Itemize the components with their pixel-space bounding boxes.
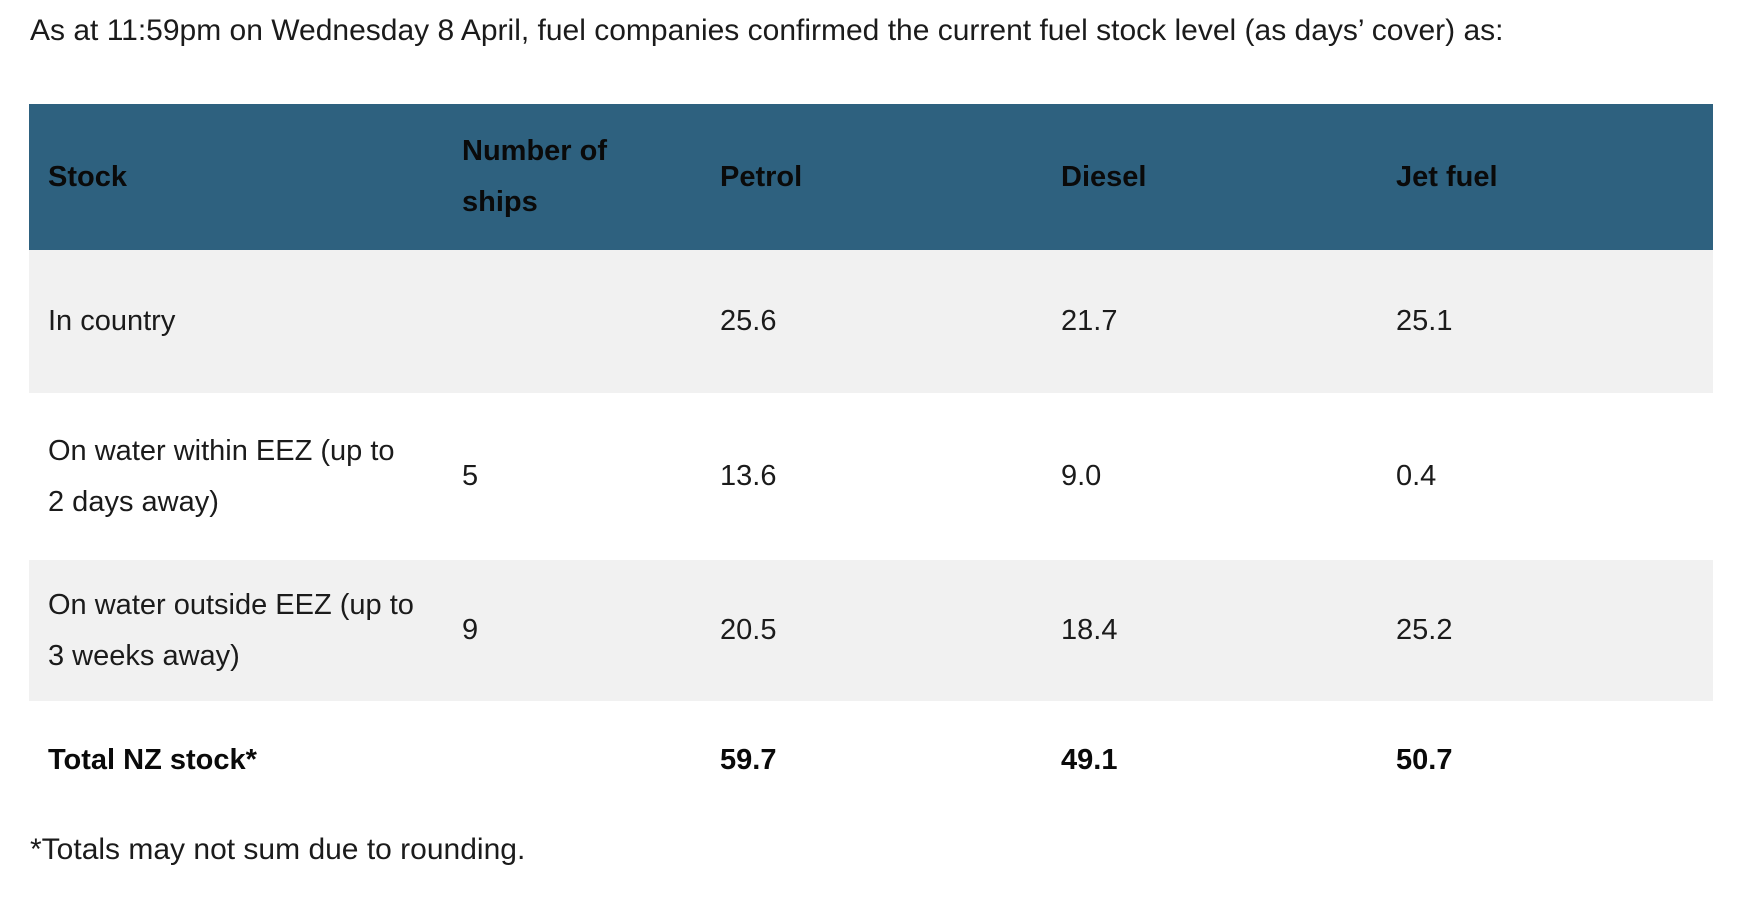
cell-jet-fuel: 25.2 <box>1377 560 1713 701</box>
cell-stock-label: On water outside EEZ (up to 3 weeks away… <box>29 560 443 701</box>
cell-jet-fuel: 25.1 <box>1377 250 1713 393</box>
column-header-petrol: Petrol <box>701 104 1042 250</box>
cell-petrol: 59.7 <box>720 744 777 777</box>
cell-stock-label: Total NZ stock* <box>48 744 257 777</box>
cell-stock-label: On water within EEZ (up to 2 days away) <box>48 434 395 518</box>
cell-ships <box>443 701 701 820</box>
cell-diesel: 49.1 <box>1061 744 1118 777</box>
column-header-stock: Stock <box>29 104 443 250</box>
cell-ships <box>443 250 701 393</box>
cell-ships: 5 <box>462 460 479 493</box>
table-header-row: Stock Number of ships Petrol Diesel Jet … <box>29 104 1713 250</box>
cell-diesel: 9.0 <box>1061 460 1102 493</box>
cell-ships: 9 <box>443 560 701 701</box>
intro-text: As at 11:59pm on Wednesday 8 April, fuel… <box>30 14 1504 47</box>
cell-jet-fuel: 0.4 <box>1396 460 1437 493</box>
column-header-ships: Number of ships <box>443 104 701 250</box>
column-header-diesel: Diesel <box>1042 104 1377 250</box>
table-row-within-eez: On water within EEZ (up to 2 days away) … <box>29 393 1713 560</box>
page: As at 11:59pm on Wednesday 8 April, fuel… <box>0 10 1760 902</box>
table-row-outside-eez: On water outside EEZ (up to 3 weeks away… <box>29 560 1713 701</box>
column-header-jet-fuel: Jet fuel <box>1377 104 1713 250</box>
cell-petrol: 20.5 <box>701 560 1042 701</box>
footnote-text: *Totals may not sum due to rounding. <box>30 833 526 866</box>
cell-jet-fuel: 50.7 <box>1396 744 1453 777</box>
cell-petrol: 25.6 <box>701 250 1042 393</box>
fuel-stock-table: Stock Number of ships Petrol Diesel Jet … <box>29 104 1713 820</box>
table-row-in-country: In country 25.6 21.7 25.1 <box>29 250 1713 393</box>
cell-petrol: 13.6 <box>720 460 777 493</box>
cell-stock-label: In country <box>29 250 443 393</box>
table-row-total-nz-stock: Total NZ stock* 59.7 49.1 50.7 <box>29 701 1713 820</box>
cell-diesel: 18.4 <box>1042 560 1377 701</box>
cell-diesel: 21.7 <box>1042 250 1377 393</box>
